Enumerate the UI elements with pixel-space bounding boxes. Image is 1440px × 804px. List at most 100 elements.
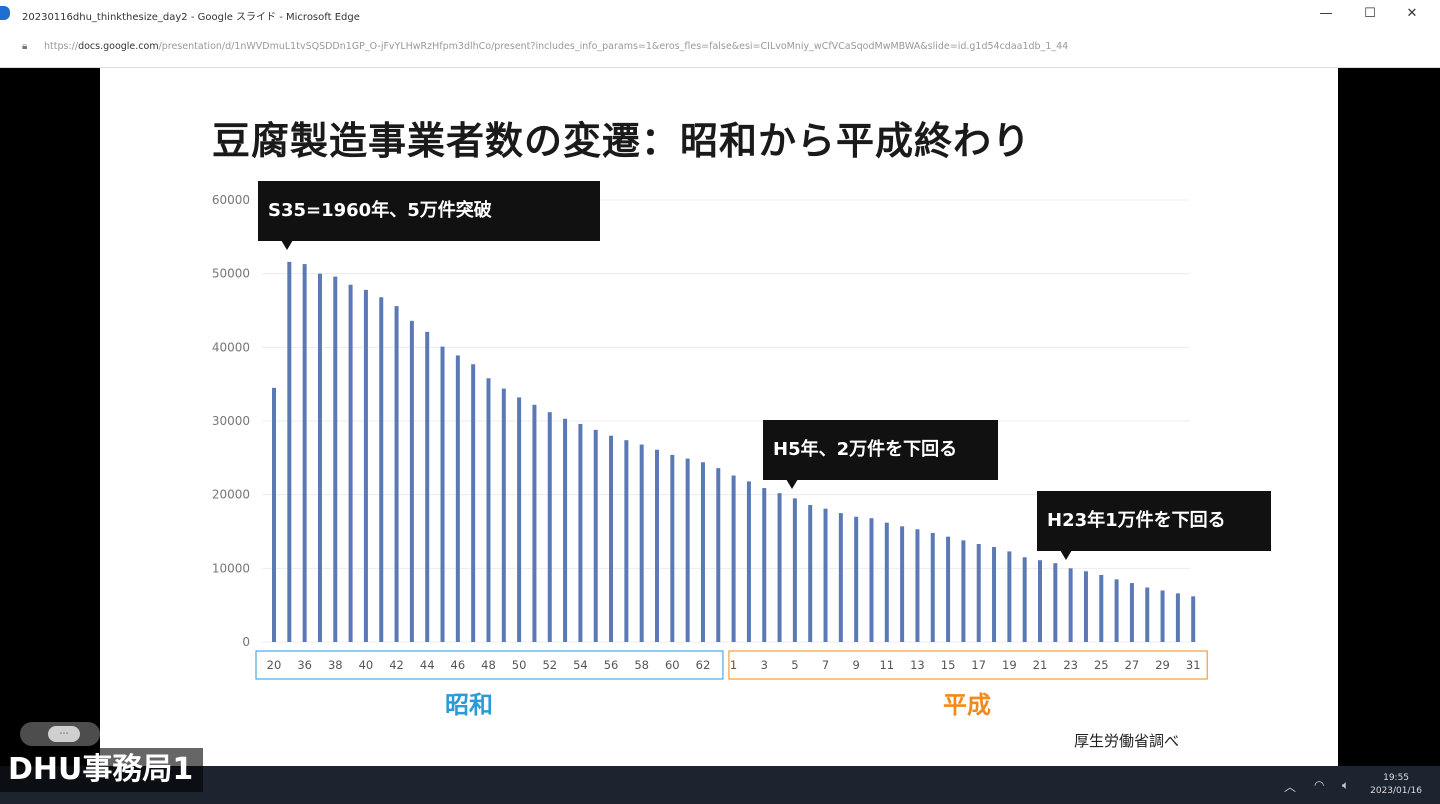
- bar: [716, 468, 721, 642]
- x-tick-label: 9: [852, 658, 859, 672]
- bar: [961, 540, 966, 642]
- maximize-button[interactable]: ☐: [1364, 6, 1376, 21]
- slide-title: 豆腐製造事業者数の変遷：昭和から平成終わり: [212, 119, 1032, 163]
- bar: [1053, 563, 1058, 642]
- y-tick-label: 0: [242, 635, 250, 649]
- x-tick-label: 5: [791, 658, 798, 672]
- bar: [915, 529, 920, 642]
- x-tick-label: 29: [1155, 658, 1170, 672]
- bar: [792, 498, 797, 642]
- minimize-button[interactable]: —: [1319, 6, 1333, 21]
- window-titlebar: 20230116dhu_thinkthesize_day2 - Google ス…: [0, 0, 1440, 30]
- bar: [317, 273, 322, 642]
- bar: [930, 532, 935, 642]
- bar: [333, 276, 338, 642]
- bar: [746, 481, 751, 642]
- url-prefix: https://: [44, 41, 79, 52]
- era-box-showa: [255, 650, 724, 680]
- bar: [992, 546, 997, 642]
- callout-h23: H23年1万件を下回る: [1037, 491, 1271, 560]
- x-tick-label: 58: [634, 658, 649, 672]
- x-tick-label: 17: [971, 658, 986, 672]
- bar: [762, 488, 767, 642]
- url-domain: docs.google.com: [78, 41, 159, 52]
- volume-icon[interactable]: 🔈︎: [1342, 778, 1350, 792]
- bar: [900, 526, 905, 642]
- bar: [655, 449, 659, 642]
- edge-browser-icon: [0, 6, 10, 20]
- callout-h5: H5年、2万件を下回る: [763, 420, 998, 489]
- bar: [624, 440, 629, 642]
- bar: [348, 284, 353, 642]
- bar: [685, 458, 690, 642]
- source-note: 厚生労働省調べ: [1074, 732, 1180, 750]
- window-title: 20230116dhu_thinkthesize_day2 - Google ス…: [22, 12, 360, 23]
- participant-name-label: DHU事務局1: [0, 748, 204, 792]
- era-box-heisei: [728, 650, 1208, 680]
- bar: [272, 387, 276, 642]
- bar: [639, 444, 644, 642]
- bar: [471, 364, 476, 642]
- bar: [1160, 590, 1165, 642]
- bar: [1068, 568, 1073, 642]
- x-tick-label: 31: [1186, 658, 1201, 672]
- windows-taskbar: ︿ ◠ 🔈︎ 19:55 2023/01/16: [0, 766, 1440, 804]
- bar: [976, 544, 981, 642]
- bar: [1191, 596, 1196, 642]
- y-tick-label: 40000: [212, 340, 250, 354]
- bar: [440, 346, 445, 642]
- network-icon[interactable]: ◠: [1314, 778, 1325, 792]
- url-text[interactable]: https://docs.google.com/presentation/d/1…: [44, 41, 1284, 52]
- era-label-heisei: 平成: [943, 691, 991, 719]
- x-tick-label: 50: [512, 658, 527, 672]
- url-path: /presentation/d/1nWVDmuL1tvSQSDDn1GP_O-j…: [158, 41, 1069, 52]
- x-tick-label: 56: [604, 658, 619, 672]
- tray-clock[interactable]: 19:55 2023/01/16: [1370, 772, 1422, 798]
- era-label-showa: 昭和: [445, 691, 493, 719]
- tray-chevron-up-icon[interactable]: ︿: [1284, 780, 1297, 794]
- x-tick-label: 62: [696, 658, 711, 672]
- x-tick-label: 44: [420, 658, 435, 672]
- x-tick-label: 13: [910, 658, 925, 672]
- bar: [609, 435, 614, 642]
- close-button[interactable]: ✕: [1406, 6, 1418, 21]
- bar: [884, 522, 889, 642]
- bar: [409, 320, 414, 642]
- address-bar[interactable]: 🔒︎ https://docs.google.com/presentation/…: [0, 30, 1440, 68]
- bar: [425, 331, 430, 642]
- presentation-menu-pill[interactable]: ⋯: [48, 726, 80, 742]
- x-tick-label: 19: [1002, 658, 1017, 672]
- bar: [1114, 579, 1119, 642]
- y-tick-label: 30000: [212, 414, 250, 428]
- presentation-controls[interactable]: ⋯: [20, 722, 100, 746]
- y-tick-label: 20000: [212, 488, 250, 502]
- bar: [517, 397, 522, 642]
- x-tick-label: 60: [665, 658, 680, 672]
- bar: [363, 289, 368, 642]
- bar: [532, 404, 537, 642]
- bar: [1083, 571, 1088, 642]
- bar: [869, 518, 874, 642]
- bar: [394, 306, 399, 642]
- bar: [1038, 560, 1042, 642]
- x-tick-label: 25: [1094, 658, 1109, 672]
- tray-date: 2023/01/16: [1370, 786, 1422, 796]
- bar: [808, 504, 813, 642]
- x-tick-label: 23: [1063, 658, 1078, 672]
- bar: [823, 508, 828, 642]
- x-tick-label: 20: [267, 658, 282, 672]
- x-tick-label: 48: [481, 658, 496, 672]
- x-tick-label: 15: [941, 658, 956, 672]
- x-tick-label: 40: [359, 658, 374, 672]
- y-tick-label: 60000: [212, 193, 250, 207]
- bar: [700, 462, 705, 642]
- callout-s35: S35=1960年、5万件突破: [258, 181, 600, 250]
- bar: [302, 264, 307, 642]
- x-tick-label: 3: [761, 658, 768, 672]
- x-tick-label: 21: [1033, 658, 1048, 672]
- x-tick-label: 11: [879, 658, 894, 672]
- x-tick-label: 1: [730, 658, 737, 672]
- x-tick-label: 52: [542, 658, 557, 672]
- bar: [1099, 574, 1104, 642]
- lock-icon[interactable]: 🔒︎: [22, 41, 28, 52]
